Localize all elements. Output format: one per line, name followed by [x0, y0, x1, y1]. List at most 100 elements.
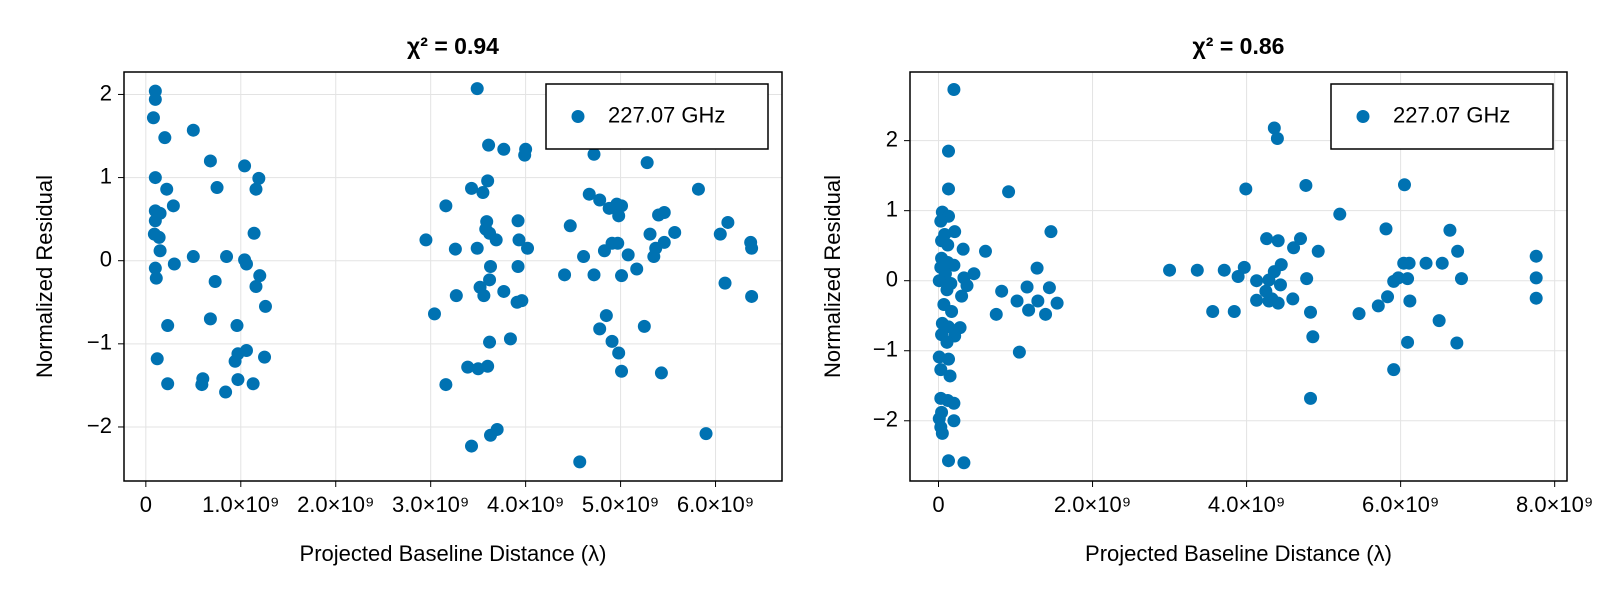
scatter-point — [1529, 291, 1543, 305]
scatter-point — [1401, 335, 1415, 349]
scatter-point — [483, 335, 497, 349]
scatter-point — [745, 241, 759, 255]
scatter-point — [1304, 305, 1318, 319]
scatter-point — [219, 385, 233, 399]
scatter-point — [1274, 258, 1288, 272]
scatter-point — [203, 312, 217, 326]
scatter-point — [960, 279, 974, 293]
scatter-point — [484, 260, 498, 274]
scatter-point — [721, 215, 735, 229]
scatter-point — [940, 335, 954, 349]
scatter-point — [238, 159, 252, 173]
scatter-point — [668, 225, 682, 239]
scatter-point — [1270, 132, 1284, 146]
legend-label: 227.07 GHz — [1393, 102, 1510, 127]
scatter-point — [599, 309, 613, 323]
scatter-point — [640, 156, 654, 170]
scatter-point — [1299, 178, 1313, 192]
scatter-point — [612, 209, 626, 223]
x-tick-label: 8.0×10⁹ — [1516, 492, 1593, 517]
scatter-point — [231, 373, 245, 387]
scatter-point — [718, 276, 732, 290]
scatter-point — [1432, 314, 1446, 328]
scatter-point — [249, 182, 263, 196]
scatter-point — [208, 274, 222, 288]
scatter-point — [615, 364, 629, 378]
scatter-point — [253, 269, 267, 283]
scatter-point — [1010, 294, 1024, 308]
chart-title: χ² = 0.94 — [407, 33, 499, 59]
y-tick-label: 2 — [886, 126, 898, 151]
scatter-point — [1237, 260, 1251, 274]
scatter-point — [1271, 296, 1285, 310]
scatter-point — [1306, 330, 1320, 344]
scatter-point — [1454, 272, 1468, 286]
scatter-point — [148, 261, 162, 275]
scatter-point — [258, 350, 272, 364]
scatter-point — [484, 428, 498, 442]
scatter-point — [511, 214, 525, 228]
scatter-point — [476, 186, 490, 200]
scatter-point — [593, 193, 607, 207]
legend: 227.07 GHz — [1330, 83, 1554, 150]
x-tick-label: 5.0×10⁹ — [582, 492, 659, 517]
scatter-point — [220, 250, 234, 264]
scatter-point — [947, 258, 961, 272]
scatter-point — [643, 227, 657, 241]
plot: 0 2.0×10⁹ 4.0×10⁹ 6.0×10⁹ 8.0×10⁹ −2 −1 0 1 2 χ² =… — [820, 33, 1594, 566]
scatter-point — [497, 142, 511, 156]
scatter-point — [563, 219, 577, 233]
scatter-point — [1401, 272, 1415, 286]
scatter-point — [439, 378, 453, 392]
scatter-point — [203, 154, 217, 168]
scatter-point — [470, 82, 484, 96]
axes-frame — [123, 71, 783, 482]
scatter-point — [1435, 256, 1449, 270]
scatter-point — [481, 174, 495, 188]
scatter-point — [1287, 241, 1301, 255]
scatter-point — [1450, 336, 1464, 350]
scatter-point — [1042, 281, 1056, 295]
scatter-point — [1311, 244, 1325, 258]
scatter-point — [246, 377, 260, 391]
scatter-point — [1260, 232, 1274, 246]
scatter-point — [1020, 280, 1034, 294]
scatter-point — [146, 111, 160, 125]
scatter-point — [1403, 294, 1417, 308]
scatter-point — [691, 182, 705, 196]
scatter-point — [573, 455, 587, 469]
scatter-point — [621, 248, 635, 262]
scatter-point — [932, 274, 946, 288]
scatter-point — [150, 352, 164, 366]
y-tick-label: 0 — [886, 267, 898, 292]
scatter-point — [195, 378, 209, 392]
scatter-point — [943, 369, 957, 383]
scatter-point — [166, 199, 180, 213]
scatter-point — [153, 244, 167, 258]
legend-marker — [1356, 110, 1370, 123]
scatter-point — [148, 214, 162, 228]
scatter-point — [955, 289, 969, 303]
scatter-point — [148, 92, 162, 106]
scatter-point — [160, 182, 174, 196]
scatter-point — [947, 83, 961, 97]
scatter-point — [942, 144, 956, 158]
scatter-point — [258, 299, 272, 313]
scatter-point — [161, 377, 175, 391]
scatter-point — [448, 242, 462, 256]
x-tick-label: 2.0×10⁹ — [297, 492, 374, 517]
scatter-point — [482, 138, 496, 152]
scatter-point — [934, 214, 948, 228]
scatter-point — [1267, 121, 1281, 135]
scatter-point — [1381, 290, 1395, 304]
scatter-point — [947, 414, 961, 428]
plot: 0 1.0×10⁹ 2.0×10⁹ 3.0×10⁹ 4.0×10⁹ 5.0×10⁹ 6.0×… — [32, 33, 783, 566]
scatter-point — [249, 279, 263, 293]
scatter-point — [948, 225, 962, 239]
scatter-point — [247, 226, 261, 240]
x-tick-label: 1.0×10⁹ — [202, 492, 279, 517]
y-axis-label: Normalized Residual — [820, 175, 845, 378]
x-axis-label: Projected Baseline Distance (λ) — [300, 541, 607, 566]
scatter-point — [511, 260, 525, 274]
